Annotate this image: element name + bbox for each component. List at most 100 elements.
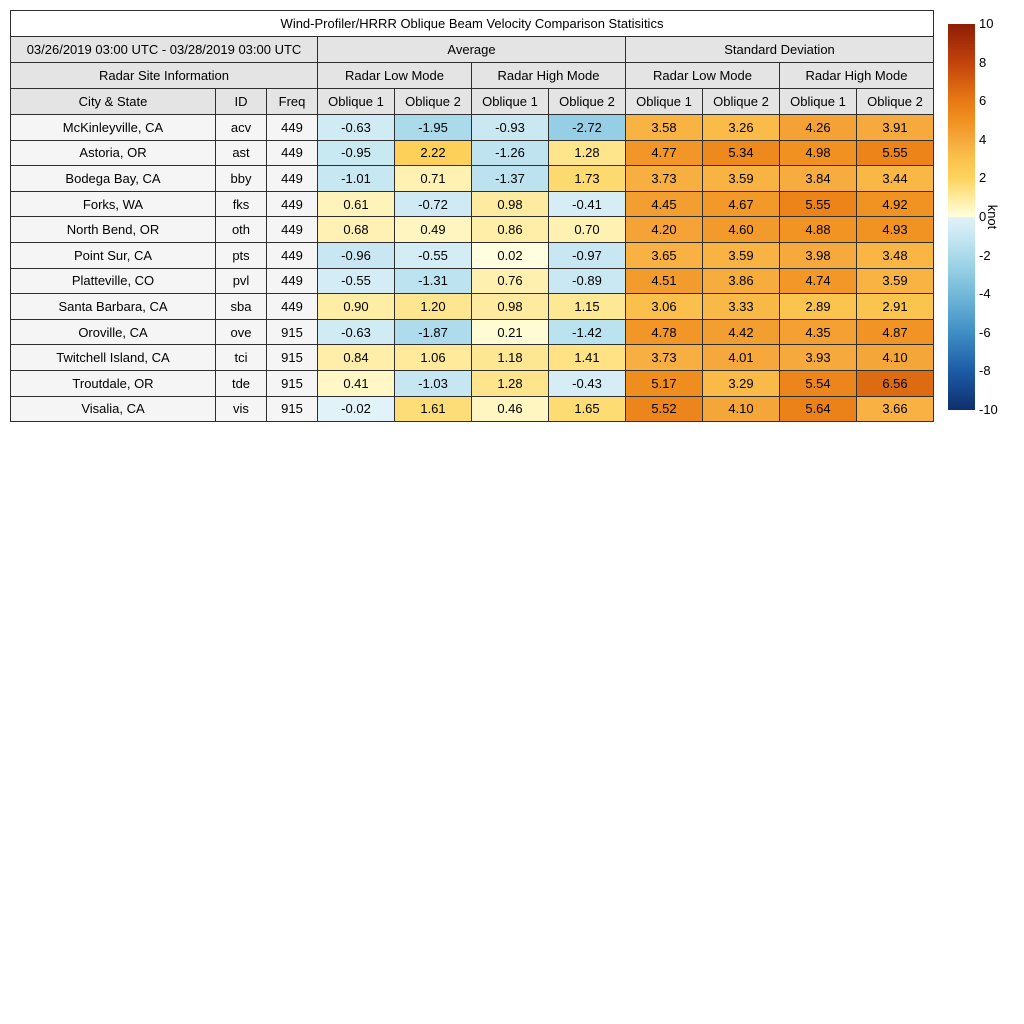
value-cell: -1.42 — [548, 318, 626, 346]
value-cell: 0.71 — [394, 165, 472, 192]
value-cell: 4.20 — [625, 216, 703, 243]
value-cell: 4.51 — [625, 267, 703, 295]
value-cell: 4.35 — [779, 318, 857, 346]
value-cell: 0.98 — [471, 293, 549, 320]
value-cell: -0.55 — [394, 241, 472, 269]
id-cell: pts — [215, 241, 267, 269]
city-cell: Twitchell Island, CA — [10, 344, 216, 371]
value-cell: 0.86 — [471, 216, 549, 243]
value-cell: 5.64 — [779, 395, 857, 423]
table-body: McKinleyville, CA acv 449 -0.63 -1.95 -0.93 -2… — [10, 114, 934, 423]
value-cell: 4.87 — [856, 318, 934, 346]
freq-cell: 449 — [266, 165, 318, 192]
value-cell: 0.84 — [317, 344, 395, 371]
value-cell: 0.90 — [317, 293, 395, 320]
value-cell: 4.60 — [702, 216, 780, 243]
col-header-city-state: City & State — [10, 88, 216, 115]
value-cell: 5.55 — [856, 139, 934, 167]
city-cell: Bodega Bay, CA — [10, 165, 216, 192]
value-cell: 0.70 — [548, 216, 626, 243]
freq-cell: 449 — [266, 267, 318, 295]
value-cell: -1.87 — [394, 318, 472, 346]
value-cell: 0.76 — [471, 267, 549, 295]
value-cell: 3.33 — [702, 293, 780, 320]
value-cell: 5.17 — [625, 369, 703, 397]
value-cell: 4.26 — [779, 114, 857, 141]
id-cell: acv — [215, 114, 267, 141]
colorbar-tick-label: 2 — [979, 170, 987, 186]
value-cell: 4.93 — [856, 216, 934, 243]
value-cell: 4.10 — [702, 395, 780, 423]
value-cell: 4.74 — [779, 267, 857, 295]
freq-cell: 449 — [266, 139, 318, 167]
city-cell: Santa Barbara, CA — [10, 293, 216, 320]
value-cell: 1.06 — [394, 344, 472, 371]
table-row: Visalia, CA vis 915 -0.02 1.61 0.46 1.65 5.52 4.… — [10, 395, 934, 423]
freq-cell: 449 — [266, 216, 318, 243]
freq-cell: 449 — [266, 293, 318, 320]
value-cell: 1.41 — [548, 344, 626, 371]
value-cell: 6.56 — [856, 369, 934, 397]
value-cell: 1.73 — [548, 165, 626, 192]
colorbar-tick-label: 6 — [979, 93, 987, 109]
city-cell: Point Sur, CA — [10, 241, 216, 269]
freq-cell: 449 — [266, 190, 318, 218]
table-row: Bodega Bay, CA bby 449 -1.01 0.71 -1.37 1.73 3.… — [10, 165, 934, 192]
value-cell: -0.95 — [317, 139, 395, 167]
colorbar-tick-label: 10 — [979, 16, 994, 31]
col-header-sd-low-oblique1: Oblique 1 — [625, 88, 703, 115]
value-cell: -0.96 — [317, 241, 395, 269]
freq-cell: 449 — [266, 241, 318, 269]
value-cell: 1.18 — [471, 344, 549, 371]
mode-header-row: Radar Site Information Radar Low Mode Ra… — [10, 62, 934, 89]
value-cell: 4.42 — [702, 318, 780, 346]
value-cell: -1.26 — [471, 139, 549, 167]
col-header-id: ID — [215, 88, 267, 115]
date-range: 03/26/2019 03:00 UTC - 03/28/2019 03:00 … — [10, 36, 318, 63]
value-cell: -0.63 — [317, 114, 395, 141]
value-cell: 1.28 — [548, 139, 626, 167]
value-cell: -1.01 — [317, 165, 395, 192]
col-header-avg-high-oblique1: Oblique 1 — [471, 88, 549, 115]
value-cell: -1.03 — [394, 369, 472, 397]
value-cell: 1.65 — [548, 395, 626, 423]
colorbar-label: knot — [985, 204, 1000, 230]
id-cell: tde — [215, 369, 267, 397]
table-row: Point Sur, CA pts 449 -0.96 -0.55 0.02 -0.97 3.… — [10, 241, 934, 269]
freq-cell: 915 — [266, 344, 318, 371]
value-cell: -0.72 — [394, 190, 472, 218]
value-cell: 2.89 — [779, 293, 857, 320]
col-group-sd-low-mode: Radar Low Mode — [625, 62, 780, 89]
value-cell: 3.86 — [702, 267, 780, 295]
value-cell: 0.68 — [317, 216, 395, 243]
value-cell: -0.41 — [548, 190, 626, 218]
table-row: Platteville, CO pvl 449 -0.55 -1.31 0.76 -0.89… — [10, 267, 934, 295]
colorbar-tick-label: -6 — [979, 324, 991, 340]
col-group-avg-low-mode: Radar Low Mode — [317, 62, 472, 89]
value-cell: 0.46 — [471, 395, 549, 423]
id-cell: pvl — [215, 267, 267, 295]
value-cell: 5.55 — [779, 190, 857, 218]
value-cell: -2.72 — [548, 114, 626, 141]
id-cell: fks — [215, 190, 267, 218]
value-cell: 0.61 — [317, 190, 395, 218]
table-row: Oroville, CA ove 915 -0.63 -1.87 0.21 -1.42 4.7… — [10, 318, 934, 346]
colorbar-tick-label: -10 — [979, 402, 998, 417]
col-group-std-dev: Standard Deviation — [625, 36, 934, 63]
id-cell: tci — [215, 344, 267, 371]
city-cell: North Bend, OR — [10, 216, 216, 243]
value-cell: 3.59 — [702, 165, 780, 192]
value-cell: 0.41 — [317, 369, 395, 397]
colorbar-tick-label: -4 — [979, 286, 991, 302]
value-cell: 3.91 — [856, 114, 934, 141]
table-row: Astoria, OR ast 449 -0.95 2.22 -1.26 1.28 4.77 5… — [10, 139, 934, 167]
value-cell: 3.29 — [702, 369, 780, 397]
value-cell: 3.59 — [856, 267, 934, 295]
value-cell: 4.77 — [625, 139, 703, 167]
table-row: McKinleyville, CA acv 449 -0.63 -1.95 -0.93 -2… — [10, 114, 934, 141]
value-cell: 4.92 — [856, 190, 934, 218]
col-group-site-info: Radar Site Information — [10, 62, 318, 89]
value-cell: 2.22 — [394, 139, 472, 167]
value-cell: 4.78 — [625, 318, 703, 346]
